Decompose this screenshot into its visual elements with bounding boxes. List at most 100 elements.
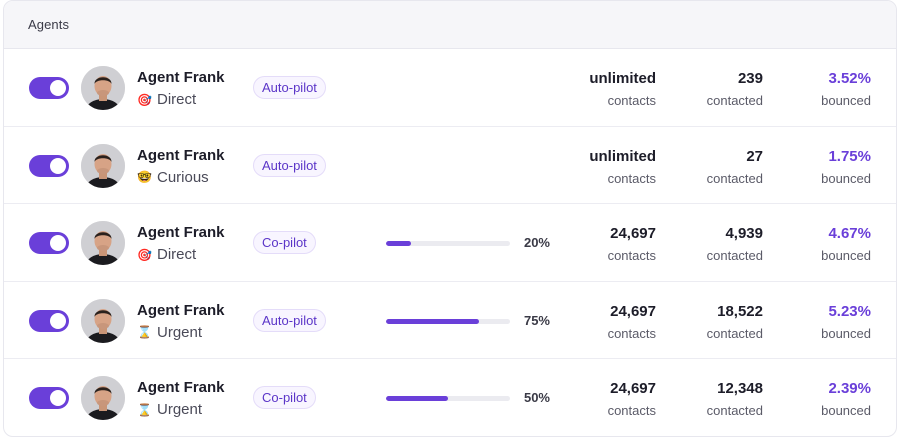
contacted-value: 4,939 [725, 225, 763, 243]
agent-row[interactable]: Agent Frank ⌛ Urgent Co-pilot 50% 24,697… [4, 359, 896, 436]
avatar-image [81, 66, 125, 110]
progress-bar [386, 241, 510, 247]
avatar [81, 143, 125, 188]
bounced-label: bounced [821, 93, 871, 108]
avatar-image [81, 143, 125, 188]
toggle-knob [50, 157, 66, 174]
bounced-value: 5.23% [828, 302, 871, 320]
progress-fill [386, 396, 448, 402]
progress-bar [386, 318, 510, 324]
contacts-label: contacts [607, 325, 656, 341]
contacts-value: 24,697 [610, 225, 656, 243]
agent-tone: ⌛ Urgent [137, 401, 202, 418]
contacted-label: contacted [706, 170, 763, 186]
contacted-stat: 12,348 contacted [707, 379, 763, 421]
mode-badge: Auto-pilot [253, 308, 326, 332]
mode-badge: Co-pilot [253, 231, 316, 255]
contacts-label: contacts [607, 93, 656, 108]
tone-icon: 🎯 [137, 92, 152, 107]
bounced-value: 4.67% [828, 225, 871, 243]
bounced-value: 1.75% [828, 147, 871, 165]
tone-icon: 🤓 [137, 170, 152, 185]
contacts-value: unlimited [589, 70, 656, 87]
tone-icon: ⌛ [137, 402, 152, 417]
contacted-stat: 18,522 contacted [707, 302, 763, 344]
bounced-stat: 5.23% bounced [821, 302, 871, 344]
contacted-label: contacted [706, 248, 763, 264]
avatar-image [81, 221, 125, 266]
toggle-knob [50, 390, 66, 407]
avatar [81, 221, 125, 266]
agent-tone: 🎯 Direct [137, 246, 196, 263]
agent-enabled-toggle[interactable] [29, 77, 69, 99]
agent-enabled-toggle[interactable] [29, 387, 69, 410]
agent-list: Agent Frank 🎯 Direct Auto-pilot unlimite… [4, 49, 896, 436]
bounced-value: 2.39% [828, 380, 871, 398]
progress-label: 75% [523, 312, 550, 328]
contacts-label: contacts [607, 170, 656, 186]
contacted-value: 12,348 [717, 380, 763, 398]
contacted-value: 239 [737, 70, 763, 87]
agent-row[interactable]: Agent Frank 🤓 Curious Auto-pilot unlimit… [4, 127, 896, 205]
contacts-label: contacts [607, 403, 656, 419]
bounced-label: bounced [821, 170, 871, 186]
agent-tone: 🎯 Direct [137, 91, 196, 108]
agent-name: Agent Frank [137, 146, 225, 164]
agent-row[interactable]: Agent Frank ⌛ Urgent Auto-pilot 75% 24,6… [4, 282, 896, 360]
agent-name: Agent Frank [137, 301, 225, 319]
contacts-stat: 24,697 contacts [608, 379, 656, 421]
bounced-label: bounced [821, 248, 871, 264]
toggle-knob [50, 235, 66, 252]
contacted-label: contacted [706, 325, 763, 341]
agent-tone-label: Direct [157, 246, 197, 264]
agent-enabled-toggle[interactable] [29, 154, 69, 177]
bounced-stat: 3.52% bounced [821, 69, 871, 111]
progress-fill [386, 318, 479, 324]
bounced-stat: 2.39% bounced [821, 379, 871, 421]
avatar [81, 298, 125, 343]
tone-icon: ⌛ [137, 325, 152, 340]
mode-badge: Co-pilot [253, 386, 316, 410]
toggle-knob [50, 80, 66, 96]
contacted-stat: 27 contacted [707, 147, 763, 189]
agent-row[interactable]: Agent Frank 🎯 Direct Co-pilot 20% 24,697… [4, 204, 896, 282]
agent-tone-label: Curious [157, 168, 209, 186]
progress-label: 20% [523, 235, 550, 251]
contacts-stat: unlimited contacts [589, 147, 656, 189]
contacted-label: contacted [706, 93, 763, 108]
contacts-label: contacts [607, 248, 656, 264]
agent-tone: ⌛ Urgent [137, 324, 202, 341]
bounced-value: 3.52% [828, 70, 871, 87]
agent-tone: 🤓 Curious [137, 169, 209, 186]
agent-tone-label: Direct [157, 91, 197, 108]
contacted-label: contacted [706, 403, 763, 419]
agent-enabled-toggle[interactable] [29, 309, 69, 332]
agents-panel: Agents Agent Frank 🎯 Direct Auto-pilot [3, 0, 897, 437]
agent-tone-label: Urgent [157, 401, 203, 419]
avatar [81, 376, 125, 421]
agent-tone-label: Urgent [157, 323, 203, 341]
contacts-stat: 24,697 contacts [608, 224, 656, 266]
agent-name: Agent Frank [137, 224, 225, 242]
toggle-knob [50, 312, 66, 329]
agent-enabled-toggle[interactable] [29, 232, 69, 255]
bounced-stat: 1.75% bounced [821, 147, 871, 189]
contacted-stat: 239 contacted [707, 69, 763, 111]
contacts-stat: unlimited contacts [589, 69, 656, 111]
contacted-value: 27 [746, 147, 763, 165]
bounced-label: bounced [821, 325, 871, 341]
progress-fill [386, 241, 411, 247]
contacted-stat: 4,939 contacted [707, 224, 763, 266]
panel-title: Agents [28, 17, 70, 32]
progress-label: 50% [523, 390, 550, 406]
mode-badge: Auto-pilot [253, 76, 326, 99]
agent-name: Agent Frank [137, 379, 225, 397]
avatar-image [81, 298, 125, 343]
tone-icon: 🎯 [137, 247, 152, 262]
agent-name: Agent Frank [137, 69, 225, 86]
avatar [81, 66, 125, 110]
agent-row[interactable]: Agent Frank 🎯 Direct Auto-pilot unlimite… [4, 49, 896, 127]
contacts-value: unlimited [589, 147, 656, 165]
mode-badge: Auto-pilot [253, 153, 326, 177]
contacts-value: 24,697 [610, 380, 656, 398]
